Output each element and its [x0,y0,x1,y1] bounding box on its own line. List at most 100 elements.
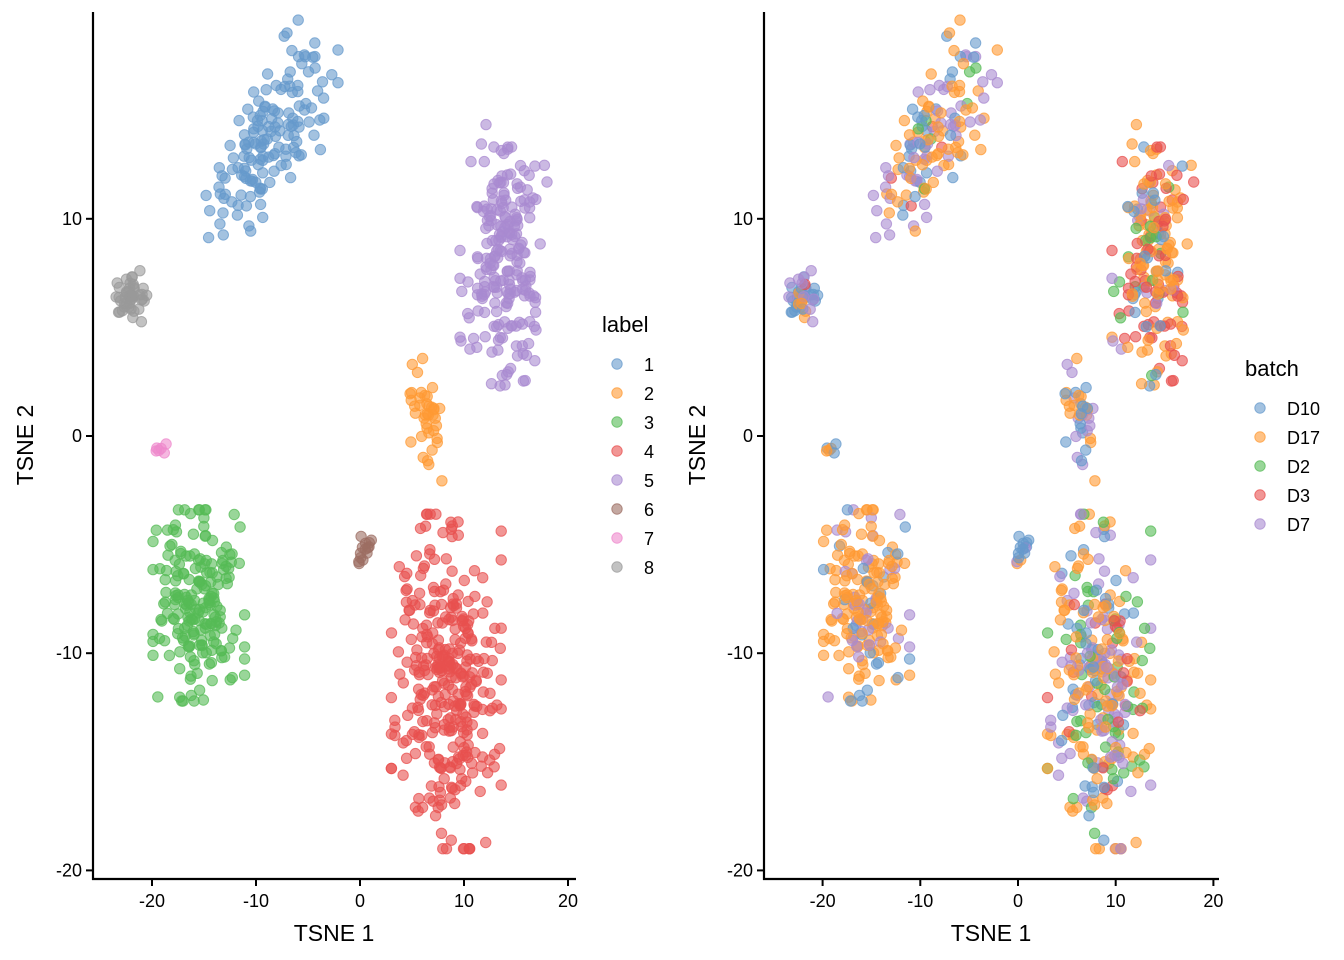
data-point [182,594,194,607]
data-point [886,572,898,585]
data-point [1108,615,1121,627]
data-point [238,129,251,141]
data-point [295,149,307,161]
data-point [1097,516,1110,528]
data-point [219,188,232,201]
data-point [515,195,527,208]
data-point [1188,176,1200,188]
data-point [1055,734,1068,747]
data-point [978,92,990,104]
data-point [1101,633,1114,646]
data-point [1140,281,1153,293]
data-point [1071,352,1083,365]
data-point [844,695,857,707]
data-point [1054,570,1066,583]
data-point [449,700,461,712]
data-point [877,638,889,650]
data-point [415,430,428,443]
data-point [238,162,251,175]
legend-label: label 1 2 3 4 5 6 7 8 [602,312,654,578]
data-point [875,609,887,621]
data-point [895,624,908,636]
data-point [1107,335,1119,347]
data-point [311,85,324,97]
data-point [503,274,515,286]
data-point [1121,653,1133,665]
legend-key [611,561,623,573]
data-point [831,607,843,619]
data-point [912,86,924,98]
data-point [857,562,869,575]
data-point [898,557,911,569]
data-point [435,762,447,774]
data-point [402,709,414,721]
data-point [238,641,251,653]
data-point [476,288,488,300]
data-point [458,574,470,587]
data-point [835,538,847,551]
data-point [1163,239,1175,251]
legend-label: 7 [644,529,654,549]
data-point [466,757,478,770]
data-point [228,508,240,521]
data-point [428,681,440,693]
data-point [903,129,916,141]
data-point [332,44,344,56]
data-point [991,77,1003,89]
data-point [400,584,412,597]
data-point [163,649,176,662]
data-point [954,14,966,26]
data-point [1138,622,1151,634]
data-point [1066,366,1078,379]
data-point [385,691,398,704]
legend-item: 6 [611,500,654,520]
data-point [918,198,931,211]
data-point [316,76,329,88]
data-point [1017,543,1029,555]
data-point [284,171,297,184]
data-point [234,521,246,533]
data-point [189,562,202,575]
data-point [305,102,318,114]
legend-item: 4 [611,442,654,462]
data-point [529,160,541,172]
data-point [1097,601,1109,614]
data-point [1093,553,1105,565]
data-point [505,320,517,332]
x-tick-label: 0 [355,891,365,911]
data-point [174,646,186,658]
data-point [406,358,418,371]
data-point [1052,769,1065,781]
data-point [432,617,444,629]
data-point [490,281,503,293]
y-tick-label: -20 [56,860,82,880]
data-point [1059,388,1071,400]
y-tick-label: 0 [72,426,82,446]
data-point [1067,792,1080,805]
data-point [397,769,409,781]
data-point [1074,741,1086,753]
legend-label: 6 [644,500,654,520]
data-point [1116,155,1129,168]
x-tick-label: 10 [1106,891,1126,911]
data-point [829,574,841,586]
data-point [1071,715,1083,728]
legend-item: 8 [611,558,654,578]
data-point [1080,444,1092,456]
data-point [213,181,225,193]
data-point [223,642,236,654]
data-point [894,508,906,521]
data-point [1181,238,1193,250]
data-point [505,141,518,153]
data-point [1117,757,1129,770]
data-point [188,627,200,640]
data-point [193,684,206,696]
data-point [524,290,536,302]
data-point [1129,155,1141,168]
data-point [445,834,457,846]
data-point [969,37,982,49]
y-axis-title-right: TSNE 2 [684,405,710,486]
data-point [426,638,439,650]
legend-label: 5 [644,471,654,491]
data-point [861,684,873,696]
